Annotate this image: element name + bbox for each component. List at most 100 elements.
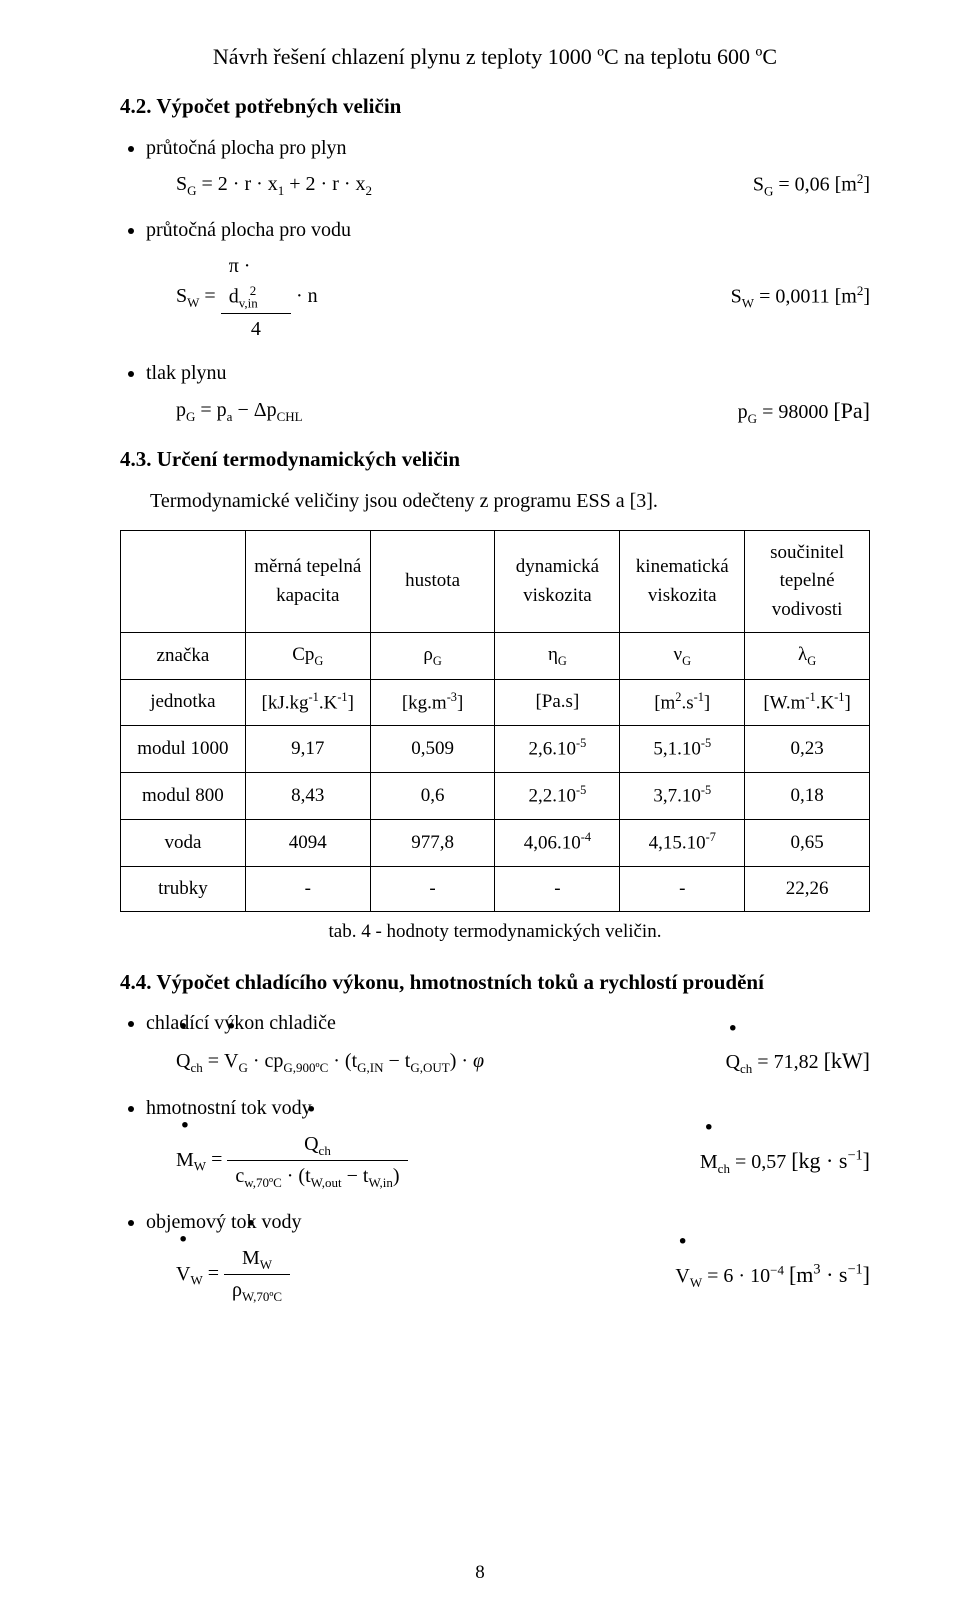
table-row: voda 4094 977,8 4,06.10-4 4,15.10-7 0,65 — [121, 820, 870, 867]
t: [Pa] — [833, 398, 870, 423]
t: p — [176, 399, 186, 421]
t: 2 — [366, 183, 373, 198]
sec42-item-3: tlak plynu pG = pa − ΔpCHL pG = 98000 [P… — [146, 358, 870, 429]
t: 2,6.10 — [529, 739, 577, 760]
t: ] — [457, 692, 463, 713]
t: W — [194, 1159, 206, 1174]
cell: 0,65 — [745, 820, 870, 867]
t: Q — [176, 1050, 190, 1072]
t: w,70ºC — [244, 1175, 282, 1190]
t: -7 — [706, 830, 716, 844]
t: G — [187, 183, 196, 198]
denominator: 4 — [221, 313, 291, 344]
t: · (t — [328, 1050, 357, 1072]
t: ch — [319, 1143, 331, 1158]
cell: νG — [620, 633, 745, 679]
t: -5 — [701, 783, 711, 797]
t: G,IN — [357, 1060, 383, 1075]
t: W — [690, 1275, 702, 1290]
t: S — [176, 173, 187, 195]
sec44-item-3: objemový tok vody VW = MW ρW,70ºC VW = 6… — [146, 1207, 870, 1307]
eq-left: VW = MW ρW,70ºC — [176, 1243, 416, 1307]
cell: - — [495, 866, 620, 912]
bullet-text: průtočná plocha pro vodu — [146, 219, 351, 241]
page: Návrh řešení chlazení plynu z teploty 10… — [0, 0, 960, 1611]
t: vodivosti — [751, 596, 863, 625]
t: = 6 · 10 — [702, 1265, 770, 1287]
t: W,in — [368, 1175, 392, 1190]
t: · cp — [248, 1050, 284, 1072]
eq-right: Mch = 0,57 [kg · s−1] — [700, 1144, 870, 1179]
t: součinitel — [751, 539, 863, 568]
q-dot-icon: Q — [176, 1046, 190, 1076]
cell: značka — [121, 633, 246, 679]
cell: 0,6 — [370, 773, 495, 820]
t: G — [764, 183, 773, 198]
cell: - — [620, 866, 745, 912]
t: -1 — [694, 690, 704, 704]
t: kapacita — [252, 582, 364, 611]
t: W — [742, 296, 754, 311]
t: W — [190, 1273, 202, 1288]
eq-right: SW = 0,0011 [m2] — [731, 281, 870, 313]
t: -5 — [576, 783, 586, 797]
sec42-eq1: SG = 2 · r · x1 + 2 · r · x2 SG = 0,06 [… — [176, 169, 870, 201]
fraction: MW ρW,70ºC — [228, 1243, 286, 1307]
t: η — [548, 644, 558, 665]
t: [kJ.kg — [262, 692, 309, 713]
t: ] — [863, 286, 870, 308]
eq-left: SG = 2 · r · x1 + 2 · r · x2 — [176, 169, 416, 201]
v-dot-icon: V — [176, 1259, 190, 1289]
t: [kW] — [824, 1048, 870, 1073]
sec44-eq3: VW = MW ρW,70ºC VW = 6 · 10−4 [m3 · s−1] — [176, 1243, 870, 1307]
t: [m — [789, 1262, 813, 1287]
t: .K — [816, 692, 834, 713]
sec42-eq3: pG = pa − ΔpCHL pG = 98000 [Pa] — [176, 394, 870, 429]
t: G — [748, 411, 757, 426]
t: ch — [740, 1061, 752, 1076]
t: S — [731, 286, 742, 308]
bullet-text: hmotnostní tok vody — [146, 1097, 312, 1119]
denominator: ρW,70ºC — [224, 1274, 290, 1307]
t: = 71,82 — [752, 1051, 823, 1073]
t: ρ — [232, 1279, 242, 1301]
cell: [m2.s-1] — [620, 679, 745, 726]
t: ch — [190, 1060, 202, 1075]
q-dot-icon: Q — [304, 1129, 318, 1159]
numerator: Qch — [300, 1129, 335, 1161]
t: .K — [319, 692, 337, 713]
t: V — [675, 1265, 689, 1287]
t: G — [186, 409, 195, 424]
m-dot-icon: M — [700, 1147, 718, 1177]
t: · s — [821, 1262, 848, 1287]
cell: 8,43 — [245, 773, 370, 820]
t: ) · — [450, 1050, 473, 1072]
t: ) — [393, 1165, 400, 1187]
t: viskozita — [626, 582, 738, 611]
t: 4,15.10 — [649, 832, 706, 853]
cell: 0,23 — [745, 726, 870, 773]
t: ] — [863, 173, 870, 195]
t: 2 — [250, 283, 257, 298]
t: G — [807, 654, 816, 668]
cell: [W.m-1.K-1] — [745, 679, 870, 726]
bullet-text: objemový tok vody — [146, 1211, 302, 1233]
cell: 0,509 — [370, 726, 495, 773]
t: G,900ºC — [283, 1060, 328, 1075]
t: c — [235, 1165, 244, 1187]
t: V — [176, 1263, 190, 1285]
t: 3 — [813, 1261, 820, 1277]
t: ] — [844, 692, 850, 713]
t: Q — [304, 1133, 318, 1155]
t: − t — [384, 1050, 411, 1072]
section-4-4-title: 4.4. Výpočet chladícího výkonu, hmotnost… — [120, 967, 870, 999]
t: M — [176, 1149, 194, 1171]
t: = 0,0011 [m — [754, 286, 857, 308]
t: + 2 · r · x — [284, 173, 365, 195]
doc-title: Návrh řešení chlazení plynu z teploty 10… — [120, 40, 870, 73]
eq-right: VW = 6 · 10−4 [m3 · s−1] — [675, 1258, 870, 1293]
t: -1 — [805, 690, 815, 704]
v-dot-icon: V — [675, 1261, 689, 1291]
cell: 3,7.10-5 — [620, 773, 745, 820]
t: -5 — [576, 736, 586, 750]
